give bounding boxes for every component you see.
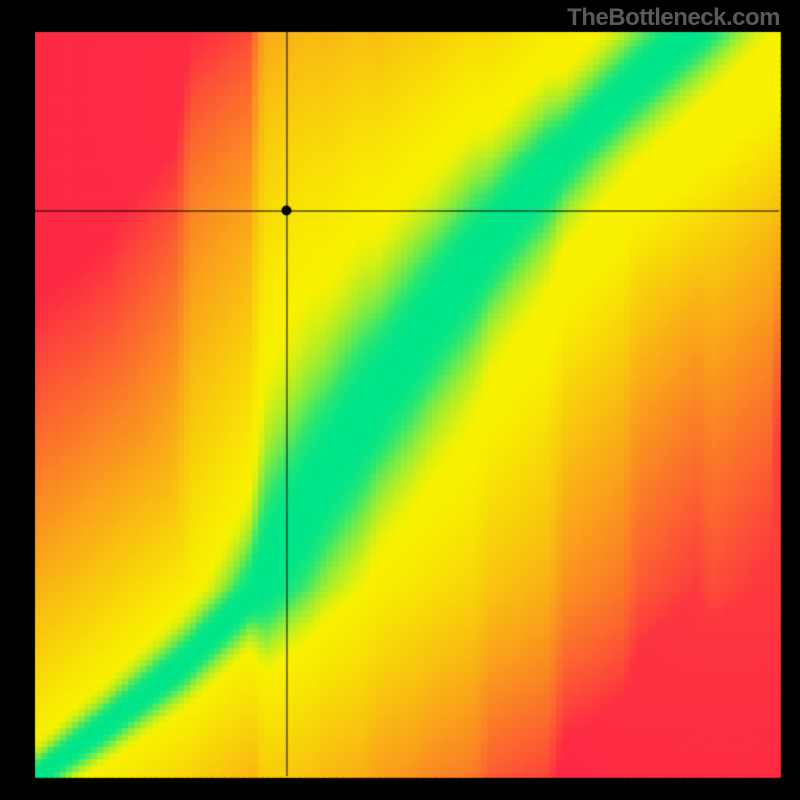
watermark: TheBottleneck.com — [567, 4, 780, 32]
heatmap-canvas — [0, 0, 800, 800]
